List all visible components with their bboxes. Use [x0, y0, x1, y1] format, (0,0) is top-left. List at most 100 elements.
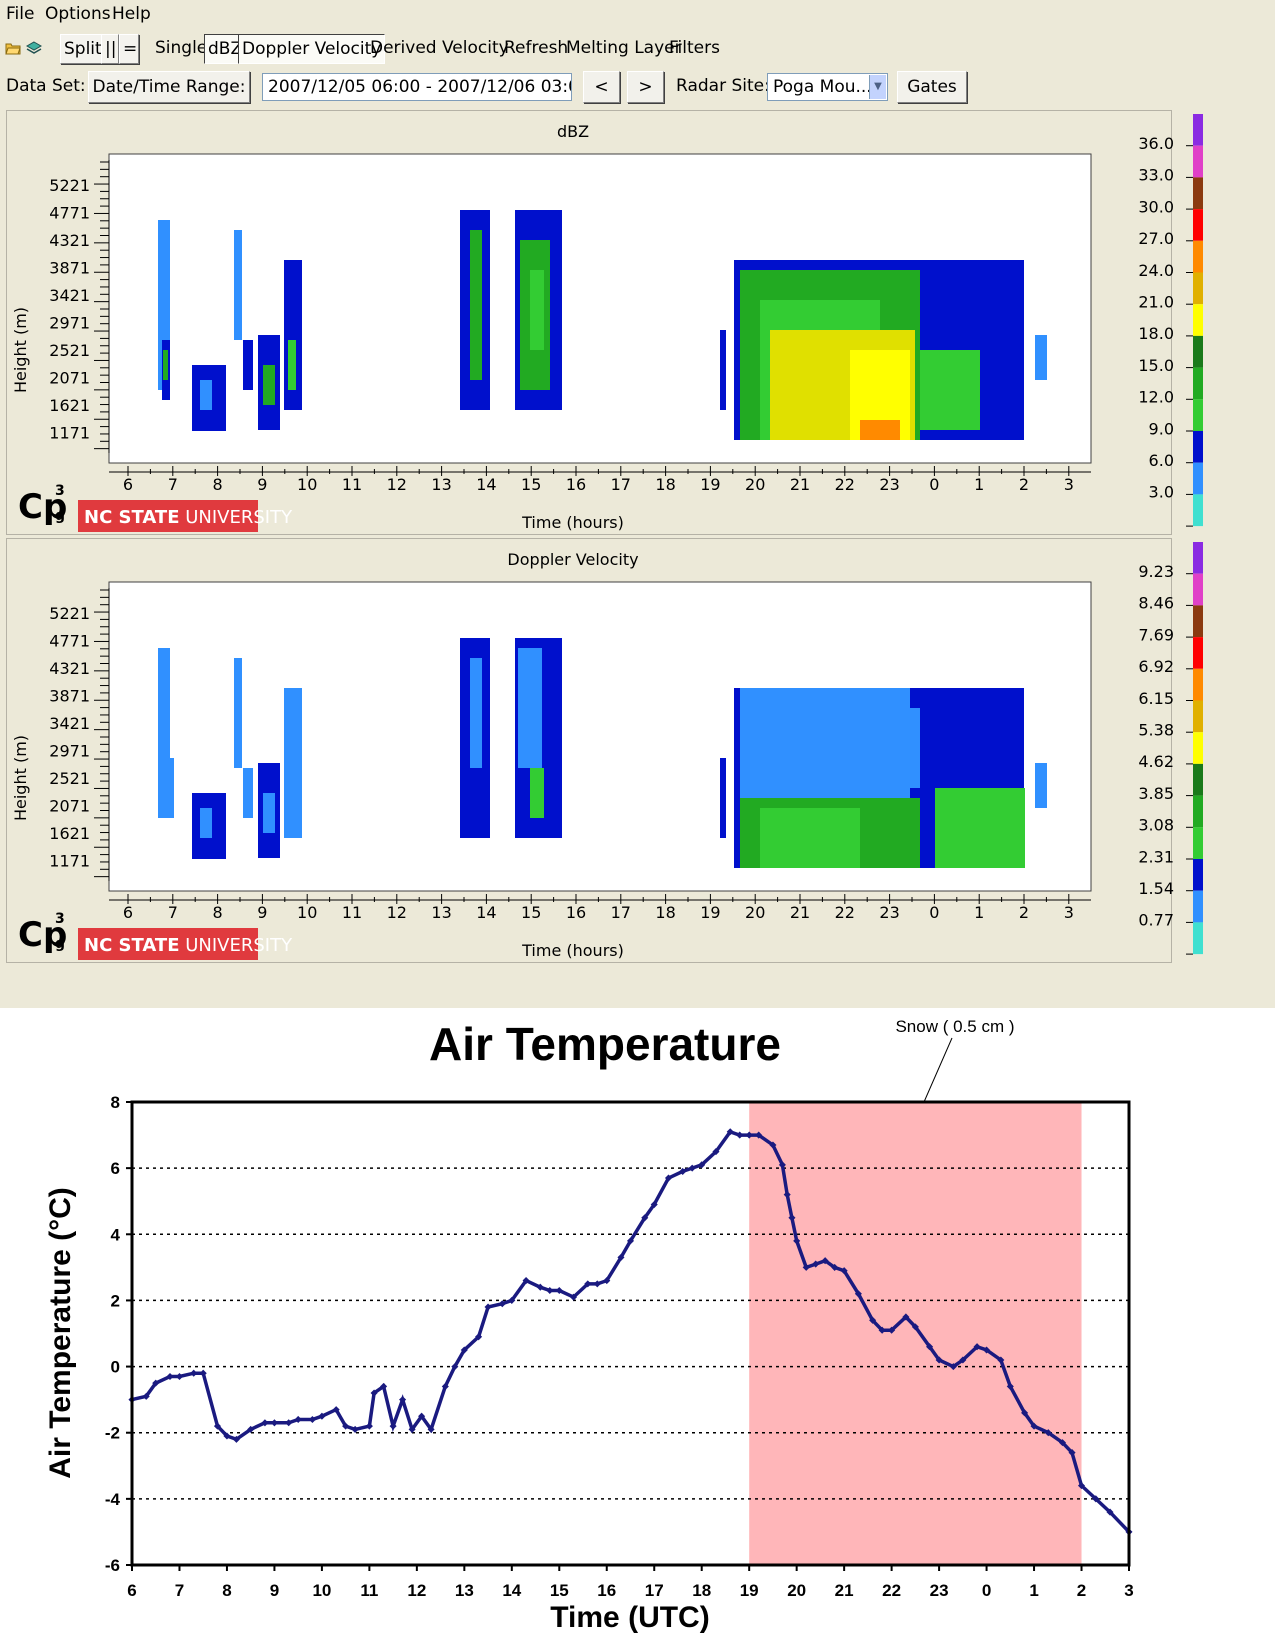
- dbz-x-tick-label: 1: [974, 475, 984, 494]
- chevron-down-icon[interactable]: ▼: [869, 75, 886, 99]
- radar-site-select[interactable]: Poga Mou... ▼: [767, 73, 888, 101]
- doppler-chart: Doppler Velocity 52214771432138713421297…: [11, 542, 1203, 960]
- vel-colorbar-label: 3.85: [1138, 784, 1174, 803]
- vel-colorbar-label: 9.23: [1138, 562, 1174, 581]
- dbz-y-tick-label: 5221: [49, 176, 90, 195]
- temp-y-tick-label: 4: [111, 1225, 121, 1244]
- dbz-colorbar-label: 3.0: [1149, 483, 1174, 502]
- snow-annotation: Snow ( 0.5 cm ): [895, 1017, 1014, 1036]
- temp-data-point: [997, 1356, 1005, 1364]
- gates-button[interactable]: Gates: [897, 71, 967, 103]
- dbz-x-tick-labels: 6 7 8 9 10 11 12 13 14 15 16 17 18 19 20 21 22 23 0 1 2 3: [123, 475, 1074, 494]
- prev-button[interactable]: <: [583, 71, 620, 103]
- temp-data-point: [199, 1369, 207, 1377]
- vel-y-tick-label: 4321: [49, 659, 90, 678]
- temp-x-tick-label: 3: [1124, 1581, 1133, 1600]
- logo-text: Cp: [18, 487, 67, 527]
- doppler-velocity-toggle[interactable]: Doppler Velocity: [238, 34, 386, 64]
- dbz-x-tick-label: 13: [431, 475, 451, 494]
- vel-x-tick-label: 21: [790, 903, 810, 922]
- toolbar: Split || = Single dBZ Doppler Velocity D…: [0, 32, 1275, 66]
- vel-colorbar-label: 3.08: [1138, 816, 1174, 835]
- temp-y-axis-label: Air Temperature (°C): [44, 1187, 77, 1479]
- split-button[interactable]: Split: [60, 34, 102, 64]
- temp-data-point: [342, 1422, 350, 1430]
- vel-colorbar-segment: [1193, 890, 1203, 923]
- dbz-colorbar-segment: [1193, 367, 1203, 400]
- vel-x-tick-label: 13: [431, 903, 451, 922]
- filters-button[interactable]: Filters: [669, 38, 720, 58]
- dbz-colorbar-label: 27.0: [1138, 229, 1174, 248]
- dbz-chart: dBZ 522147714321387134212971252120711621…: [11, 114, 1203, 532]
- dbz-x-axis: [109, 466, 1091, 476]
- dbz-colorbar-segment: [1193, 304, 1203, 336]
- vel-colorbar-segment: [1193, 605, 1203, 638]
- vel-colorbar-segment: [1193, 859, 1203, 891]
- temp-x-axis-label: Time (UTC): [550, 1601, 709, 1634]
- next-button[interactable]: >: [627, 71, 664, 103]
- menu-help[interactable]: Help: [112, 4, 151, 24]
- dbz-x-tick-label: 9: [257, 475, 267, 494]
- dbz-colorbar-label: 18.0: [1138, 324, 1174, 343]
- temp-data-point: [508, 1296, 516, 1304]
- menu-file[interactable]: File: [6, 4, 35, 24]
- menu-options[interactable]: Options: [45, 4, 111, 24]
- side-by-side-button[interactable]: ||: [101, 34, 119, 64]
- dbz-colorbar-segment: [1193, 145, 1203, 178]
- dbz-x-tick-label: 17: [611, 475, 631, 494]
- radar-site-value: Poga Mou...: [773, 77, 872, 97]
- dbz-colorbar-labels: 36.0 33.0 30.0 27.0 24.0 21.0 18.0 15.0 12.0 9.0 6…: [1138, 134, 1174, 502]
- vel-x-tick-label: 23: [879, 903, 899, 922]
- vel-y-tick-label: 2971: [49, 742, 90, 761]
- dbz-colorbar-segment: [1193, 209, 1203, 241]
- open-folder-icon[interactable]: [5, 40, 21, 56]
- temp-data-point: [1077, 1482, 1086, 1490]
- temp-data-point: [351, 1425, 359, 1433]
- temp-x-tick-label: 6: [127, 1581, 136, 1600]
- dbz-x-tick-label: 14: [476, 475, 496, 494]
- temp-x-tick-label: 10: [312, 1581, 331, 1600]
- temp-y-tick-label: 0: [111, 1358, 120, 1377]
- date-time-range-button[interactable]: Date/Time Range:: [88, 71, 250, 103]
- temp-data-point: [546, 1286, 554, 1295]
- nc-state-text: NC STATE UNIVERSITY: [84, 507, 293, 528]
- single-button[interactable]: Single: [155, 38, 208, 58]
- temp-x-tick-label: 21: [835, 1581, 854, 1600]
- temp-y-tick-labels: 8 6 4 2 0 -2 -4 -6: [105, 1093, 132, 1575]
- dbz-y-tick-label: 4321: [49, 231, 90, 250]
- temp-chart-title: Air Temperature: [429, 1018, 781, 1070]
- vel-colorbar-segment: [1193, 827, 1203, 859]
- dbz-colorbar: [1186, 114, 1203, 527]
- nc-state-text: NC STATE UNIVERSITY: [84, 935, 293, 956]
- vel-colorbar-label: 5.38: [1138, 721, 1174, 740]
- vel-y-tick-label: 3871: [49, 687, 90, 706]
- derived-velocity-button[interactable]: Derived Velocity: [370, 38, 509, 58]
- vel-colorbar-segment: [1193, 700, 1203, 733]
- refresh-button[interactable]: Refresh: [504, 38, 569, 58]
- melting-layer-button[interactable]: Melting Layer: [566, 38, 682, 58]
- vel-colorbar-segment: [1193, 732, 1203, 764]
- temp-x-tick-label: 0: [982, 1581, 991, 1600]
- dataset-row: Data Set: Date/Time Range: 2007/12/05 06…: [0, 68, 1275, 108]
- temp-data-point: [788, 1214, 796, 1222]
- temp-data-point: [555, 1286, 563, 1295]
- stacked-button[interactable]: =: [119, 34, 139, 64]
- dbz-colorbar-segment: [1193, 431, 1203, 463]
- temp-x-tick-label: 22: [882, 1581, 901, 1600]
- temp-data-point: [270, 1419, 278, 1427]
- logo-sup: 3: [55, 483, 65, 499]
- temp-gridlines: [132, 1167, 1129, 1500]
- temp-data-point: [712, 1148, 720, 1156]
- temp-data-point: [902, 1313, 910, 1321]
- dbz-x-tick-label: 21: [790, 475, 810, 494]
- radar-app-window: File Options Help Split || = Single dBZ …: [0, 0, 1275, 1008]
- vel-y-tick-label: 4771: [49, 632, 90, 651]
- cpg-logo: Cp 3 g: [18, 483, 67, 527]
- dbz-x-tick-label: 19: [700, 475, 720, 494]
- logo-sub: g: [55, 936, 65, 952]
- dbz-x-tick-label: 23: [879, 475, 899, 494]
- dbz-colorbar-label: 30.0: [1138, 197, 1174, 216]
- dbz-x-tick-label: 15: [521, 475, 541, 494]
- date-range-field[interactable]: 2007/12/05 06:00 - 2007/12/06 03:00: [262, 73, 572, 101]
- layers-icon[interactable]: [26, 40, 42, 56]
